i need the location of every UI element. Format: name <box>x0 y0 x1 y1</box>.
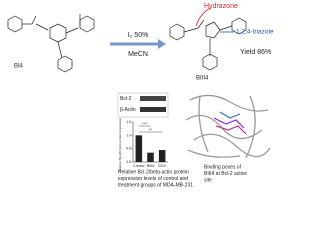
blot-label: Bcl-2 <box>120 96 132 102</box>
bar <box>158 150 166 162</box>
significance-label: ** <box>149 127 153 132</box>
yield: Yield 86% <box>240 49 271 56</box>
reagent: I₂ 50% <box>128 32 149 39</box>
ligand-poses <box>213 111 247 135</box>
caption: Relative Bcl-2/beta-actin protein <box>118 169 189 175</box>
product-structure <box>169 17 247 71</box>
caption: treatment groups of MDA-MB-231 <box>118 182 193 188</box>
x-tick-label: BIII4 <box>147 164 154 168</box>
arrow-head <box>158 39 166 49</box>
hydrazone-label: Hydrazone <box>204 3 238 10</box>
bar <box>135 135 143 162</box>
caption: Binding poses of <box>204 164 242 170</box>
blot-band <box>140 107 166 112</box>
blot-band <box>140 96 166 101</box>
blot-label: β-Actin <box>120 107 136 113</box>
caption: expression levels of control and <box>118 176 188 182</box>
figure: BI4 I₂ 50% MeCN Hydrazone 1,2,4-triazole… <box>7 3 274 188</box>
x-tick-label: DOX <box>158 164 166 168</box>
hydrazone-pointer <box>195 7 211 27</box>
y-tick-label: 1.0 <box>126 133 131 137</box>
triazole-label: 1,2,4-triazole <box>236 29 274 36</box>
bar <box>147 152 154 162</box>
graphical-abstract: BI4 I₂ 50% MeCN Hydrazone 1,2,4-triazole… <box>7 3 274 188</box>
y-tick-label: 1.5 <box>126 120 131 124</box>
x-tick-label: Control <box>133 164 145 168</box>
product-label: BIII4 <box>196 76 209 82</box>
significance-label: *** <box>142 121 147 126</box>
caption: site <box>204 177 212 183</box>
caption: BIII4 at Bcl-2 active <box>204 171 247 177</box>
solvent: MeCN <box>128 51 148 58</box>
y-axis-label: Relative Bcl-2/β-Actin protein expressio… <box>118 118 122 172</box>
reactant-label: BI4 <box>14 64 24 70</box>
reactant-structure <box>7 14 95 73</box>
y-tick-label: 0.0 <box>126 160 131 164</box>
y-tick-label: 0.5 <box>126 147 131 151</box>
protein-ribbon <box>185 94 271 159</box>
